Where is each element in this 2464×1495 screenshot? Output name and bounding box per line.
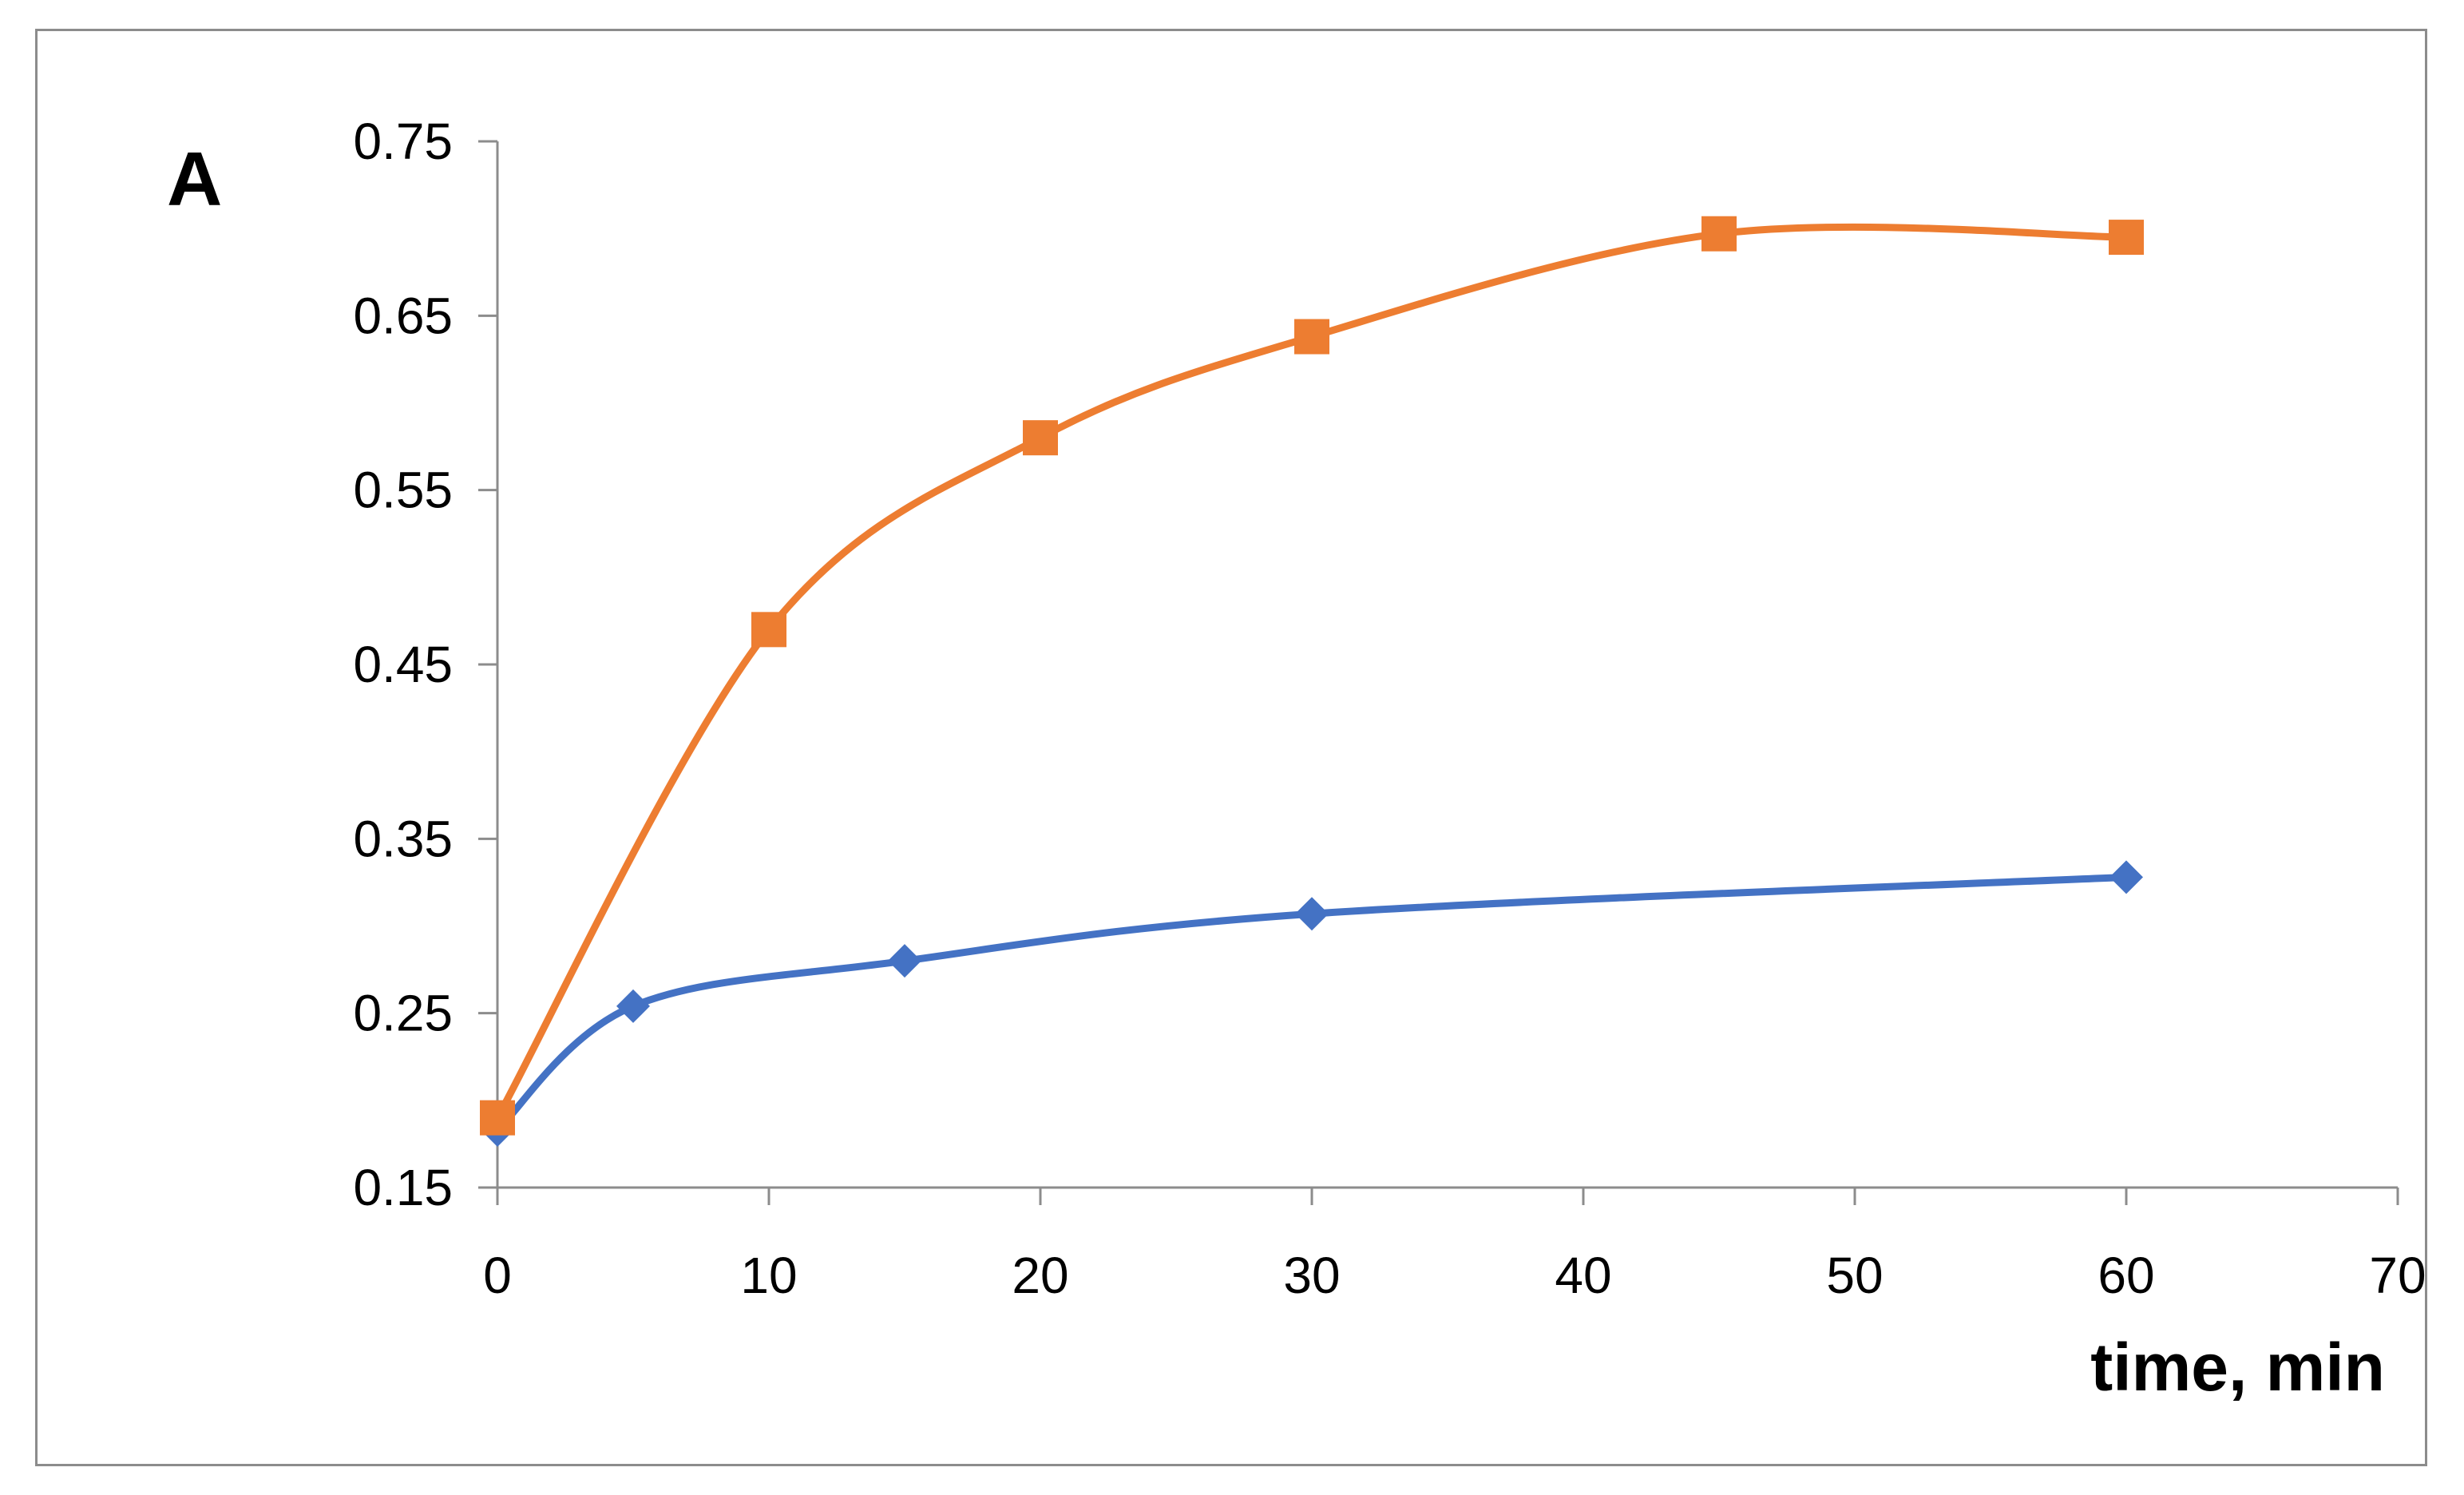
series-1-point — [2109, 860, 2143, 894]
chart-frame: A 0.15 0.25 0.35 0.45 0.55 0.65 0.75 0 10 20 30 40 5… — [35, 29, 2427, 1466]
series-2-point — [1294, 319, 1329, 355]
axes: 0.15 0.25 0.35 0.45 0.55 0.65 0.75 0 10 20 30 40 50 6… — [353, 113, 2426, 1304]
series-2 — [480, 216, 2144, 1136]
series-2-point — [1701, 216, 1737, 252]
x-tick-label: 0 — [483, 1247, 512, 1304]
x-axis-title: time, min — [2090, 1330, 2385, 1405]
y-tick-label: 0.25 — [353, 985, 453, 1042]
series-layer — [480, 216, 2144, 1147]
y-tick-label: 0.35 — [353, 810, 453, 867]
y-tick-label: 0.45 — [353, 636, 453, 693]
y-tick-label: 0.55 — [353, 462, 453, 519]
x-tick-label: 60 — [2098, 1247, 2154, 1304]
panel-label: A — [167, 137, 222, 222]
series-1-point — [1295, 897, 1329, 931]
x-tick-label: 40 — [1555, 1247, 1611, 1304]
x-tick-label: 50 — [1826, 1247, 1883, 1304]
x-tick-label: 10 — [740, 1247, 797, 1304]
series-1-point — [888, 944, 921, 978]
y-tick-label: 0.65 — [353, 287, 453, 344]
y-tick-label: 0.75 — [353, 113, 453, 170]
series-1 — [481, 860, 2143, 1147]
x-tick-label: 70 — [2369, 1247, 2426, 1304]
line-chart: A 0.15 0.25 0.35 0.45 0.55 0.65 0.75 0 10 20 30 40 5… — [167, 113, 2426, 1405]
x-tick-label: 20 — [1012, 1247, 1068, 1304]
series-2-line — [493, 223, 2130, 1122]
series-2-point — [751, 612, 786, 648]
series-2-point — [1023, 420, 1058, 456]
series-2-point — [480, 1100, 515, 1136]
series-2-point — [2109, 220, 2144, 256]
x-tick-label: 30 — [1283, 1247, 1340, 1304]
series-1-point — [616, 989, 650, 1023]
y-tick-label: 0.15 — [353, 1159, 453, 1216]
